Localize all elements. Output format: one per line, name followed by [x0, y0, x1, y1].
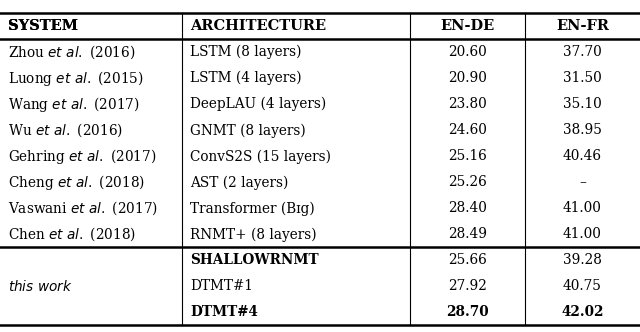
Text: ARCHITECTURE: ARCHITECTURE — [190, 19, 326, 33]
Text: SYSTEM: SYSTEM — [8, 19, 77, 33]
Text: $\mathit{this\ work}$: $\mathit{this\ work}$ — [8, 279, 72, 294]
Text: 23.80: 23.80 — [448, 97, 486, 111]
Text: Chen $\mathit{et\ al.}$ (2018): Chen $\mathit{et\ al.}$ (2018) — [8, 225, 136, 243]
Text: 25.16: 25.16 — [448, 149, 486, 163]
Text: 25.66: 25.66 — [448, 253, 486, 267]
Text: 40.75: 40.75 — [563, 279, 602, 293]
Text: Wang $\mathit{et\ al.}$ (2017): Wang $\mathit{et\ al.}$ (2017) — [8, 95, 140, 114]
Text: GNMT (8 layers): GNMT (8 layers) — [190, 123, 306, 137]
Text: ConvS2S (15 layers): ConvS2S (15 layers) — [190, 149, 331, 164]
Text: 25.26: 25.26 — [448, 175, 486, 189]
Text: 20.60: 20.60 — [448, 45, 486, 59]
Text: 38.95: 38.95 — [563, 123, 602, 137]
Text: 35.10: 35.10 — [563, 97, 602, 111]
Text: 31.50: 31.50 — [563, 71, 602, 85]
Text: SHALLOWRNMT: SHALLOWRNMT — [190, 253, 319, 267]
Text: RNMT+ (8 layers): RNMT+ (8 layers) — [190, 227, 317, 242]
Text: Gehring $\mathit{et\ al.}$ (2017): Gehring $\mathit{et\ al.}$ (2017) — [8, 147, 156, 166]
Text: 41.00: 41.00 — [563, 227, 602, 241]
Text: AST (2 layers): AST (2 layers) — [190, 175, 289, 190]
Text: 24.60: 24.60 — [448, 123, 486, 137]
Text: Wu $\mathit{et\ al.}$ (2016): Wu $\mathit{et\ al.}$ (2016) — [8, 122, 123, 139]
Text: S: S — [8, 19, 19, 33]
Text: LSTM (8 layers): LSTM (8 layers) — [190, 45, 301, 59]
Text: 28.70: 28.70 — [446, 305, 488, 319]
Text: 27.92: 27.92 — [448, 279, 486, 293]
Text: 39.28: 39.28 — [563, 253, 602, 267]
Text: 37.70: 37.70 — [563, 45, 602, 59]
Text: DeepLAU (4 layers): DeepLAU (4 layers) — [190, 97, 326, 112]
Text: EN-FR: EN-FR — [556, 19, 609, 33]
Text: DTMT#4: DTMT#4 — [190, 305, 258, 319]
Text: 42.02: 42.02 — [561, 305, 604, 319]
Text: 20.90: 20.90 — [448, 71, 486, 85]
Text: SYSTEM: SYSTEM — [8, 19, 77, 33]
Text: Zhou $\mathit{et\ al.}$ (2016): Zhou $\mathit{et\ al.}$ (2016) — [8, 43, 135, 61]
Text: Luong $\mathit{et\ al.}$ (2015): Luong $\mathit{et\ al.}$ (2015) — [8, 69, 143, 88]
Text: –: – — [579, 175, 586, 189]
Text: 40.46: 40.46 — [563, 149, 602, 163]
Text: 28.40: 28.40 — [448, 201, 486, 215]
Text: Transformer (Bɪg): Transformer (Bɪg) — [190, 201, 315, 215]
Text: EN-DE: EN-DE — [440, 19, 494, 33]
Text: Cheng $\mathit{et\ al.}$ (2018): Cheng $\mathit{et\ al.}$ (2018) — [8, 173, 145, 192]
Text: 41.00: 41.00 — [563, 201, 602, 215]
Text: DTMT#1: DTMT#1 — [190, 279, 253, 293]
Text: Vaswani $\mathit{et\ al.}$ (2017): Vaswani $\mathit{et\ al.}$ (2017) — [8, 200, 158, 217]
Text: LSTM (4 layers): LSTM (4 layers) — [190, 71, 301, 86]
Text: 28.49: 28.49 — [448, 227, 486, 241]
